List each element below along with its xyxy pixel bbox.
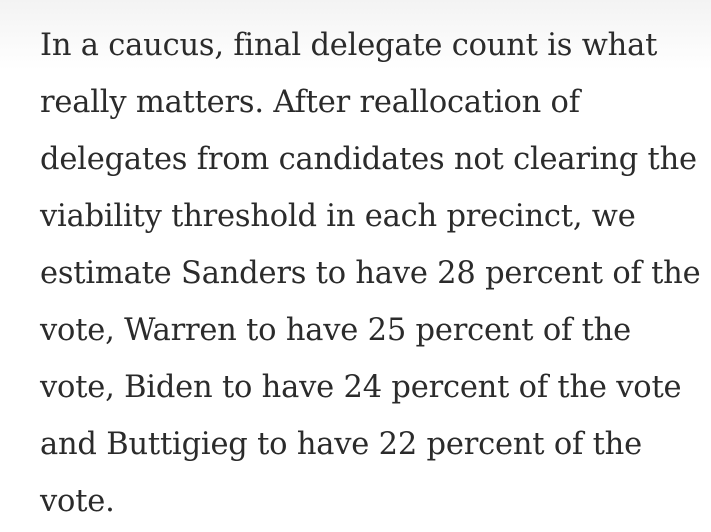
paragraph-line: In a caucus, final delegate count is wha… (40, 28, 658, 63)
paragraph-line: vote, Biden to have 24 percent of the vo… (40, 370, 682, 405)
paragraph-line: estimate Sanders to have 28 percent of t… (40, 256, 701, 291)
paragraph-line: and Buttigieg to have 22 percent of the (40, 427, 642, 462)
paragraph-line: viability threshold in each precinct, we (40, 199, 636, 234)
article-paragraph: In a caucus, final delegate count is wha… (40, 17, 701, 530)
paragraph-line: vote. (40, 484, 115, 519)
paragraph-line: vote, Warren to have 25 percent of the (40, 313, 631, 348)
paragraph-line: really matters. After reallocation of (40, 85, 580, 120)
paragraph-line: delegates from candidates not clearing t… (40, 142, 697, 177)
article-body: In a caucus, final delegate count is wha… (40, 17, 701, 530)
